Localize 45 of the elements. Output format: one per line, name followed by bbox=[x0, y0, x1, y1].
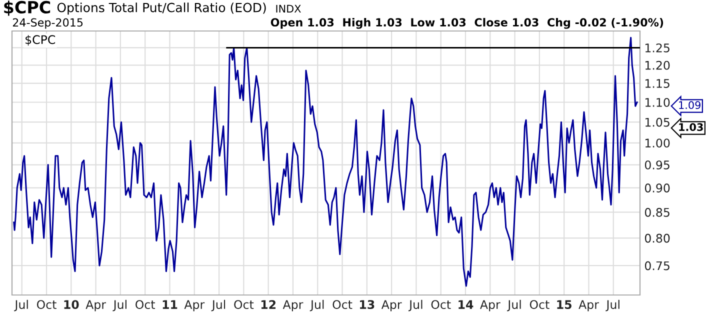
text: INDX bbox=[276, 4, 301, 13]
y-tick-label: 1.15 bbox=[645, 79, 670, 88]
x-tick-label: Jul bbox=[112, 300, 126, 312]
x-tick-label: Apr bbox=[86, 300, 106, 312]
x-tick-label: 15 bbox=[557, 300, 572, 309]
y-tick-label: 1.10 bbox=[645, 98, 670, 107]
y-tick-label: 1.00 bbox=[645, 138, 670, 148]
y-tick-label: 0.95 bbox=[644, 160, 670, 170]
x-tick-label: Jul bbox=[408, 300, 422, 312]
x-tick-label: Oct bbox=[234, 300, 254, 309]
x-tick-label: Jul bbox=[211, 300, 226, 312]
x-tick-label: Jul bbox=[310, 300, 324, 312]
x-tick-label: Jul bbox=[507, 300, 521, 312]
x-tick-label: Apr bbox=[480, 300, 500, 312]
x-tick-label: Jul bbox=[606, 300, 620, 312]
x-tick-label: Oct bbox=[36, 300, 56, 309]
text: Open 1.03 High 1.03 Low 1.03 Close 1.03 Chg -0.02 (-1.90%) bbox=[270, 18, 664, 29]
y-tick-label: 1.05 bbox=[645, 118, 670, 127]
y-tick-label: 0.80 bbox=[644, 234, 670, 243]
x-tick-label: Apr bbox=[184, 300, 205, 312]
x-tick-label: Oct bbox=[530, 300, 550, 309]
y-tick-label: 1.25 bbox=[645, 43, 670, 52]
x-tick-label: 12 bbox=[261, 300, 276, 309]
x-tick-label: Oct bbox=[332, 300, 352, 309]
x-tick-label: Oct bbox=[431, 300, 451, 309]
annotation: $CPC bbox=[26, 34, 56, 46]
x-tick-label: 13 bbox=[360, 300, 374, 309]
line-series bbox=[13, 36, 638, 287]
text: 24-Sep-2015 bbox=[12, 18, 83, 29]
x-tick-label: Jul bbox=[14, 300, 28, 312]
chart-title: $CPC bbox=[4, 0, 50, 16]
chart-subtitle: Options Total Put/Call Ratio (EOD) bbox=[57, 2, 266, 15]
x-tick-label: Apr bbox=[282, 300, 304, 312]
x-tick-label: 14 bbox=[458, 300, 474, 309]
y-tick-label: 0.85 bbox=[644, 208, 670, 217]
text: 1.09 bbox=[679, 101, 700, 110]
x-tick-label: Apr bbox=[381, 300, 402, 312]
x-tick-label: Apr bbox=[578, 300, 599, 312]
x-tick-label: 11 bbox=[162, 300, 178, 309]
x-tick-label: 10 bbox=[64, 300, 79, 309]
y-tick-label: 1.20 bbox=[645, 60, 670, 70]
x-tick-label: Oct bbox=[136, 300, 156, 309]
text: 1.03 bbox=[679, 123, 703, 132]
y-tick-label: 0.75 bbox=[644, 261, 670, 270]
y-tick-label: 0.90 bbox=[644, 184, 670, 192]
